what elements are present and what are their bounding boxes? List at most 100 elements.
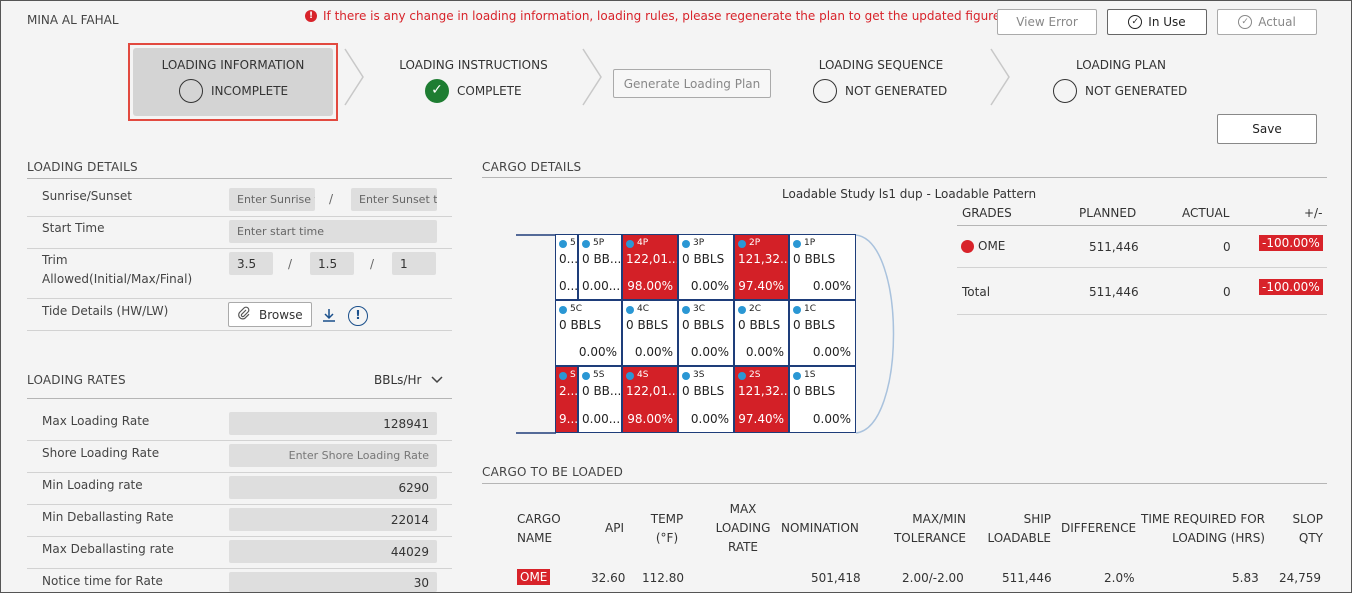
tank-4c[interactable]: 4C 0 BBLS 0.00% <box>622 300 678 366</box>
grade-diff: -100.00% <box>1259 235 1323 251</box>
max-deballasting-rate-input[interactable]: 44029 <box>229 540 437 563</box>
divider <box>27 568 452 569</box>
total-diff: -100.00% <box>1259 279 1323 295</box>
paperclip-icon <box>237 306 251 323</box>
tank-percent: 0.00% <box>812 279 851 293</box>
tank-dot-icon <box>793 240 801 248</box>
tank-3s[interactable]: 3S 0 BBLS 0.00% <box>678 366 734 433</box>
cell-difference: 2.0% <box>1104 571 1135 585</box>
tank-quantity: 121,32... <box>738 252 789 266</box>
check-complete-icon: ✓ <box>425 79 449 103</box>
tank-percent: 0... <box>559 279 578 293</box>
tank-id: 4S <box>637 370 649 380</box>
actual-button[interactable]: ✓ Actual <box>1217 9 1317 35</box>
tank-id: 2P <box>749 238 761 248</box>
tank-percent: 97.40% <box>738 412 784 426</box>
status-ring-icon <box>813 79 837 103</box>
view-error-button[interactable]: View Error <box>997 9 1097 35</box>
divider <box>957 225 1327 226</box>
col-api: API <box>605 521 624 535</box>
warning-message: ! If there is any change in loading info… <box>305 9 1010 23</box>
min-loading-rate-input[interactable]: 6290 <box>229 476 437 499</box>
actual-header: ACTUAL <box>1182 206 1230 220</box>
tank-5p[interactable]: 5P 0 BB... 0.00... <box>578 234 622 300</box>
start-time-input[interactable]: Enter start time <box>229 220 437 243</box>
cargo-row-name[interactable]: OME <box>517 569 551 585</box>
tank-percent: 0.00% <box>745 345 784 359</box>
planned-header: PLANNED <box>1079 206 1137 220</box>
tank-2p[interactable]: 2P 121,32... 97.40% <box>734 234 789 300</box>
trim-initial-input[interactable]: 3.5 <box>229 252 273 275</box>
total-actual: 0 <box>1223 285 1231 299</box>
rate-unit-select[interactable]: BBLs/Hr <box>374 373 443 387</box>
loading-rates-title: LOADING RATES <box>27 373 126 387</box>
tank-dot-icon <box>682 240 690 248</box>
download-icon[interactable] <box>320 306 338 327</box>
tank-2c[interactable]: 2C 0 BBLS 0.00% <box>734 300 789 366</box>
shore-loading-rate-input[interactable]: Enter Shore Loading Rate <box>229 444 437 467</box>
col-cargo-name: CARGO NAME <box>517 512 561 545</box>
tank-quantity: 0 BBLS <box>793 252 836 266</box>
tank-4p[interactable]: 4P 122,01... 98.00% <box>622 234 678 300</box>
tank-s[interactable]: S 2... 9... <box>555 366 578 433</box>
total-planned: 511,446 <box>1089 285 1139 299</box>
col-nomination: NOMINATION <box>781 521 859 535</box>
divider <box>957 314 1327 315</box>
loading-details-title: LOADING DETAILS <box>27 160 138 174</box>
cell-ship-loadable: 511,446 <box>1002 571 1052 585</box>
sunrise-input[interactable]: Enter Sunrise t <box>229 188 315 211</box>
tank-quantity: 122,01... <box>626 252 678 266</box>
tank-percent: 0.00% <box>690 345 729 359</box>
total-diff-badge: -100.00% <box>1259 279 1323 295</box>
divider <box>27 248 452 249</box>
tank-quantity: 0 BBLS <box>682 318 725 332</box>
tank-percent: 0.00% <box>578 345 617 359</box>
tank-dot-icon <box>626 372 634 380</box>
in-use-button[interactable]: ✓ In Use <box>1107 9 1207 35</box>
tank-3c[interactable]: 3C 0 BBLS 0.00% <box>678 300 734 366</box>
tank-quantity: 0 BB... <box>582 384 622 398</box>
tank-3p[interactable]: 3P 0 BBLS 0.00% <box>678 234 734 300</box>
divider <box>27 216 452 217</box>
tank-1c[interactable]: 1C 0 BBLS 0.00% <box>789 300 856 366</box>
browse-button[interactable]: Browse <box>228 302 312 327</box>
tank-5s[interactable]: 5S 0 BB... 0.00... <box>578 366 622 433</box>
tank-4s[interactable]: 4S 122,01... 98.00% <box>622 366 678 433</box>
generate-loading-plan-button[interactable]: Generate Loading Plan <box>613 69 771 98</box>
sunset-input[interactable]: Enter Sunset t <box>351 188 437 211</box>
notice-time-input[interactable]: 30 <box>229 572 437 592</box>
tank-5c[interactable]: 5C 0 BBLS 0.00% <box>555 300 622 366</box>
tank-percent: 98.00% <box>627 279 673 293</box>
step-loading-information[interactable] <box>128 43 338 121</box>
rate-label: Min Deballasting Rate <box>42 510 174 524</box>
trim-final-input[interactable]: 1 <box>392 252 436 275</box>
tank-id: 2C <box>749 304 762 314</box>
step-status: INCOMPLETE <box>179 79 288 103</box>
cargo-details-title: CARGO DETAILS <box>482 160 582 174</box>
step-title: LOADING INFORMATION <box>161 58 305 72</box>
trim-max-input[interactable]: 1.5 <box>310 252 354 275</box>
grade-name: OME <box>978 239 1006 253</box>
col-temp: TEMP (°F) <box>650 512 684 545</box>
grade-row-ome[interactable]: OME <box>961 239 1005 253</box>
tank-1p[interactable]: 1P 0 BBLS 0.00% <box>789 234 856 300</box>
min-deballasting-rate-input[interactable]: 22014 <box>229 508 437 531</box>
tank-id: S <box>570 370 576 380</box>
rate-label: Shore Loading Rate <box>42 446 160 460</box>
max-loading-rate-input[interactable]: 128941 <box>229 412 437 435</box>
tank-quantity: 0 BBLS <box>793 384 836 398</box>
tank-dot-icon <box>582 372 590 380</box>
diff-header: +/- <box>1304 206 1323 220</box>
tank-1s[interactable]: 1S 0 BBLS 0.00% <box>789 366 856 433</box>
tank-2s[interactable]: 2S 121,32... 97.40% <box>734 366 789 433</box>
info-icon[interactable]: ! <box>348 306 368 326</box>
tank-id: 5P <box>593 238 605 248</box>
tank-quantity: 0 BBLS <box>682 252 725 266</box>
trim-label: Trim Allowed(Initial/Max/Final) <box>42 253 193 286</box>
tank-5[interactable]: 5 0... 0... <box>555 234 578 300</box>
warning-text: If there is any change in loading inform… <box>323 9 1011 23</box>
ship-outline <box>516 234 895 434</box>
tank-percent: 0.00... <box>582 412 621 426</box>
save-button[interactable]: Save <box>1217 114 1317 144</box>
